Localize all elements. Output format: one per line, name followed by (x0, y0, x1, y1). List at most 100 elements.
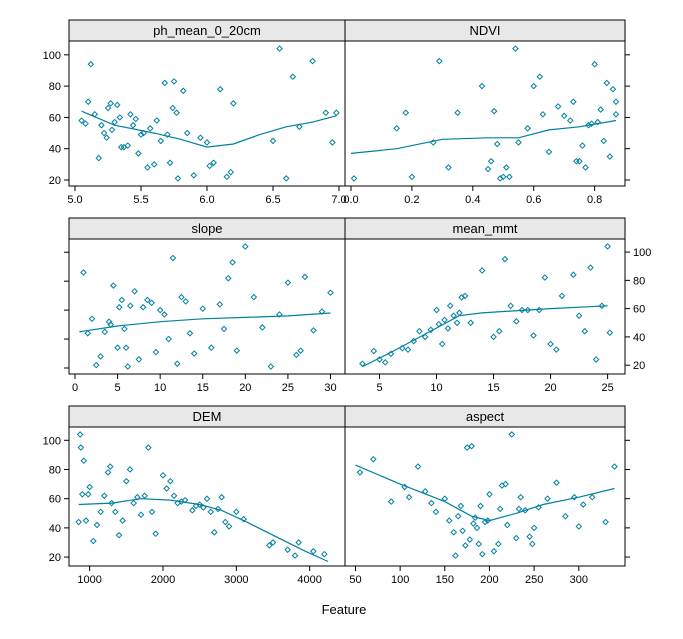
data-point (405, 493, 413, 501)
data-point (321, 550, 328, 558)
data-point (148, 299, 155, 307)
x-axis-label: Feature (322, 602, 367, 617)
data-point (597, 106, 605, 113)
data-point (269, 137, 277, 145)
x-tick-label: 3000 (224, 574, 248, 586)
y-tick-label: 60 (633, 304, 645, 316)
data-point (84, 98, 92, 106)
data-point (602, 518, 609, 526)
data-point (183, 129, 191, 137)
data-point (444, 325, 452, 332)
data-point (603, 79, 611, 87)
data-point (173, 360, 181, 367)
data-point (259, 324, 266, 331)
data-point (159, 472, 167, 479)
data-point (588, 120, 595, 127)
data-point (124, 142, 132, 149)
data-point (571, 493, 578, 501)
data-point (227, 168, 235, 176)
data-point (606, 329, 614, 336)
data-point (98, 121, 105, 129)
data-point (250, 293, 258, 301)
x-tick-label: 100 (391, 574, 409, 586)
data-point (127, 110, 134, 118)
data-point (163, 485, 170, 492)
data-point (582, 164, 589, 171)
data-point (297, 347, 304, 354)
data-point (408, 173, 416, 181)
data-point (421, 333, 429, 341)
data-point (570, 271, 577, 278)
data-point (75, 518, 82, 526)
data-point (207, 344, 215, 352)
data-point (190, 350, 198, 357)
data-point (350, 175, 358, 182)
data-point (189, 507, 196, 514)
data-point (436, 57, 443, 65)
y-tick-label: 60 (49, 112, 61, 124)
data-point (190, 171, 198, 179)
panel-slope: slope 0 5 10 15 20 25 30 (64, 217, 346, 394)
data-point (87, 60, 95, 68)
smooth-line (350, 119, 617, 154)
data-point (530, 332, 537, 339)
data-point (119, 517, 126, 524)
x-tick-label: 15 (197, 382, 209, 394)
data-point (169, 254, 177, 262)
data-point (203, 139, 211, 146)
strip-title: DEM (193, 409, 222, 424)
data-point (478, 267, 486, 274)
data-point (310, 327, 317, 334)
x-tick-label: 5 (115, 382, 121, 394)
data-point (535, 306, 543, 314)
data-point (152, 530, 159, 538)
data-point (598, 302, 606, 310)
data-point (170, 492, 178, 500)
x-tick-label: 300 (570, 574, 588, 586)
data-point (131, 287, 138, 295)
data-point (322, 109, 330, 117)
data-point (560, 112, 568, 120)
x-tick-label: 0.6 (526, 194, 541, 206)
x-tick-label: 5 (376, 382, 382, 394)
x-tick-label: 25 (601, 382, 613, 394)
data-point (123, 477, 130, 485)
x-tick-label: 15 (487, 382, 499, 394)
data-point (587, 264, 594, 271)
data-point (200, 504, 207, 511)
data-point (222, 518, 229, 526)
y-tick-label: 20 (49, 175, 61, 187)
data-point (115, 303, 123, 311)
x-tick-label: 0.2 (404, 194, 419, 206)
data-point (77, 444, 85, 451)
data-point (410, 337, 418, 345)
data-point (452, 552, 459, 559)
data-point (468, 442, 475, 450)
x-tick-label: 6.5 (265, 194, 280, 206)
data-point (216, 85, 224, 93)
data-point (493, 140, 501, 148)
data-point (101, 328, 109, 336)
data-point (479, 550, 486, 558)
data-point (462, 542, 469, 549)
data-point (461, 292, 469, 300)
x-tick-label: 250 (525, 574, 543, 586)
data-point (126, 466, 134, 473)
data-point (515, 139, 522, 146)
panel-dem: DEM 1000 2000 3000 4000 20 40 60 80 100 (43, 405, 346, 586)
data-point (207, 508, 214, 516)
data-point (530, 82, 538, 90)
data-point (139, 303, 147, 311)
data-point (153, 117, 161, 124)
data-point (333, 109, 340, 117)
data-point (370, 347, 378, 355)
data-point (164, 131, 171, 138)
data-point (141, 492, 148, 500)
data-point (118, 296, 126, 304)
data-point (106, 463, 114, 470)
data-point (127, 302, 134, 310)
data-point (327, 289, 334, 297)
data-point (284, 279, 292, 286)
data-point (104, 104, 112, 112)
data-point (477, 502, 484, 510)
